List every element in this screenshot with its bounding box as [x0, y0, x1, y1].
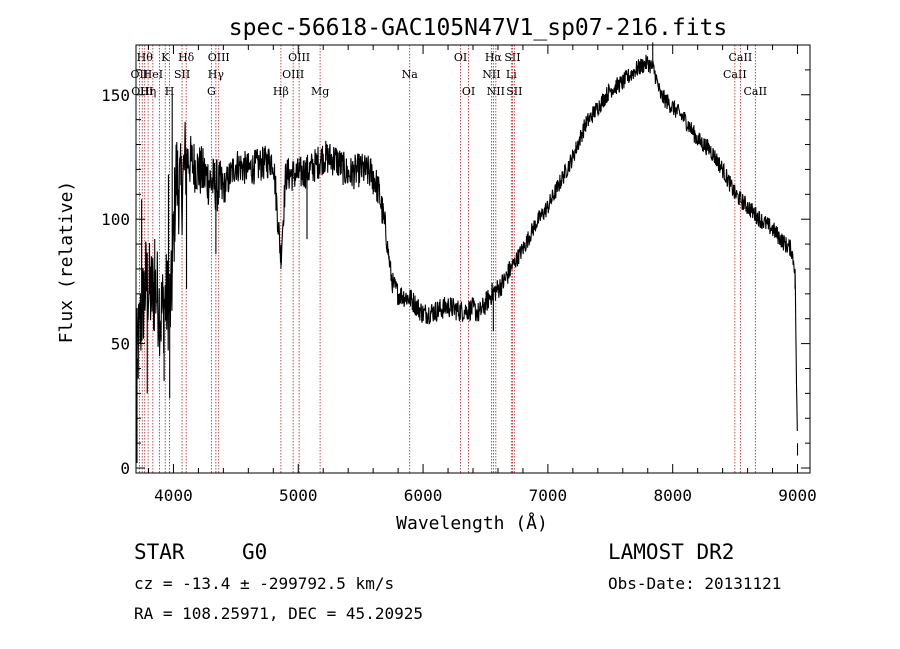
- spectrum-spikes: [136, 42, 799, 464]
- survey-label: LAMOST DR2: [608, 540, 735, 564]
- y-tick-label: 50: [111, 335, 130, 354]
- obs-date: Obs-Date: 20131121: [608, 574, 782, 593]
- x-tick-label: 7000: [529, 486, 568, 505]
- x-tick-label: 4000: [154, 486, 193, 505]
- line-label: HeI: [143, 68, 163, 81]
- line-label: K: [161, 51, 170, 64]
- line-label: CaII: [743, 85, 767, 98]
- x-tick-label: 6000: [404, 486, 443, 505]
- y-axis: 0 50 100 150: [101, 44, 810, 478]
- line-label: NII: [482, 68, 500, 81]
- x-tick-label: 8000: [653, 486, 692, 505]
- object-subclass: G0: [242, 540, 268, 564]
- line-label: Hα: [485, 51, 503, 64]
- line-label: Hδ: [178, 51, 195, 64]
- y-tick-label: 0: [120, 459, 130, 478]
- line-label: G: [207, 85, 216, 98]
- line-label: Hβ: [273, 85, 289, 98]
- y-tick-label: 150: [101, 86, 130, 105]
- line-label: Na: [402, 68, 419, 81]
- y-tick-label: 100: [101, 210, 130, 229]
- line-label: CaII: [723, 68, 747, 81]
- line-label: NII: [487, 85, 505, 98]
- plot-frame: [135, 44, 811, 474]
- coordinates-line: RA = 108.25971, DEC = 45.20925: [134, 604, 423, 623]
- object-class: STAR: [134, 540, 185, 564]
- line-label: Li: [506, 68, 517, 81]
- line-label: OIII: [208, 51, 230, 64]
- line-label: SII: [506, 85, 522, 98]
- line-label: OIII: [288, 51, 310, 64]
- line-label: OII: [131, 68, 149, 81]
- line-label: OIII: [282, 68, 304, 81]
- line-label: CaII: [729, 51, 753, 64]
- line-label: Mg: [311, 85, 329, 98]
- line-label: SII: [174, 68, 190, 81]
- x-tick-label: 9000: [778, 486, 817, 505]
- line-label: OI: [462, 85, 475, 98]
- spectrum-line: [135, 54, 798, 432]
- line-label: Hθ: [137, 51, 154, 64]
- line-label: H: [165, 85, 175, 98]
- line-label: OI: [454, 51, 467, 64]
- line-label: Hη: [140, 85, 156, 98]
- chart-title: spec-56618-GAC105N47V1_sp07-216.fits: [229, 15, 728, 41]
- x-axis-label: Wavelength (Å): [396, 512, 548, 534]
- line-label: SII: [504, 51, 520, 64]
- x-tick-label: 5000: [279, 486, 318, 505]
- redshift-line: cz = -13.4 ± -299792.5 km/s: [134, 574, 395, 593]
- y-axis-label: Flux (relative): [56, 181, 77, 344]
- line-label: Hγ: [208, 68, 225, 81]
- x-axis: 4000 5000 6000 7000 8000 9000: [147, 45, 817, 505]
